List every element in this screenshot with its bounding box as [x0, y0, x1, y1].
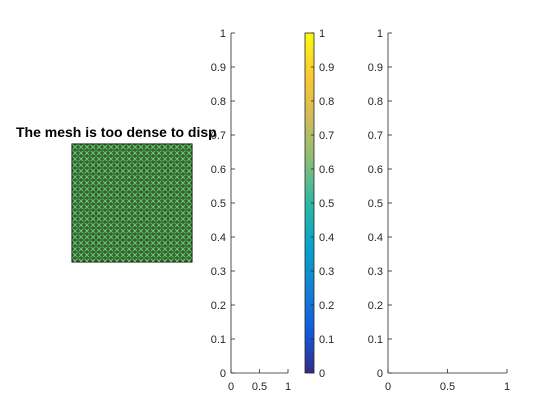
y-tick-label: 0.9: [211, 62, 226, 74]
y-tick-label: 0: [220, 368, 226, 380]
y-tick-label: 0.5: [211, 198, 226, 210]
y-tick-label: 0.3: [368, 266, 383, 278]
y-tick-label: 0.1: [211, 334, 226, 346]
colorbar-tick-label: 0.6: [319, 164, 334, 176]
x-tick-label: 0: [228, 381, 234, 393]
y-tick-label: 0.7: [368, 130, 383, 142]
x-tick-label: 0: [385, 381, 391, 393]
mesh-edges: [72, 144, 192, 262]
y-tick-label: 0.1: [368, 334, 383, 346]
axes-right: 0 0.1 0.2 0.3 0.4 0.5 0.6 0.7 0.8 0.9 1 0 0.5 1: [368, 28, 510, 393]
axes-left: 0 0.1 0.2 0.3 0.4 0.5 0.6 0.7 0.8 0.9 1 0 0.5 1: [211, 28, 291, 393]
x-tick-label: 0.5: [440, 381, 455, 393]
colorbar-tick-label: 0.9: [319, 62, 334, 74]
mesh-title: The mesh is too dense to disp: [16, 124, 217, 140]
y-tick-label: 0.2: [211, 300, 226, 312]
colorbar-tick-label: 0.4: [319, 232, 334, 244]
colorbar-tick-label: 0.2: [319, 300, 334, 312]
y-tick-label: 0.6: [211, 164, 226, 176]
y-tick-label: 1: [220, 28, 226, 40]
y-tick-label: 0.4: [211, 232, 226, 244]
y-tick-label: 0.5: [368, 198, 383, 210]
y-tick-label: 1: [377, 28, 383, 40]
colorbar-tick-label: 0.1: [319, 334, 334, 346]
y-tick-label: 0.8: [368, 96, 383, 108]
y-tick-label: 0.2: [368, 300, 383, 312]
y-tick-label: 0.7: [211, 130, 226, 142]
y-tick-label: 0.8: [211, 96, 226, 108]
colorbar-tick-label: 0: [319, 368, 325, 380]
colorbar-tick-label: 0.5: [319, 198, 334, 210]
x-tick-label: 1: [285, 381, 291, 393]
y-tick-label: 0.9: [368, 62, 383, 74]
colorbar: 0 0.1 0.2 0.3 0.4 0.5 0.6 0.7 0.8 0.9 1: [304, 28, 334, 380]
colorbar-tick-label: 0.7: [319, 130, 334, 142]
x-tick-label: 1: [504, 381, 510, 393]
mesh-panel: The mesh is too dense to disp: [16, 124, 217, 263]
colorbar-tick-label: 0.8: [319, 96, 334, 108]
colorbar-tick-label: 1: [319, 28, 325, 40]
y-tick-label: 0: [377, 368, 383, 380]
colorbar-tick-label: 0.3: [319, 266, 334, 278]
y-tick-label: 0.6: [368, 164, 383, 176]
y-tick-label: 0.4: [368, 232, 383, 244]
y-tick-label: 0.3: [211, 266, 226, 278]
x-tick-label: 0.5: [252, 381, 267, 393]
